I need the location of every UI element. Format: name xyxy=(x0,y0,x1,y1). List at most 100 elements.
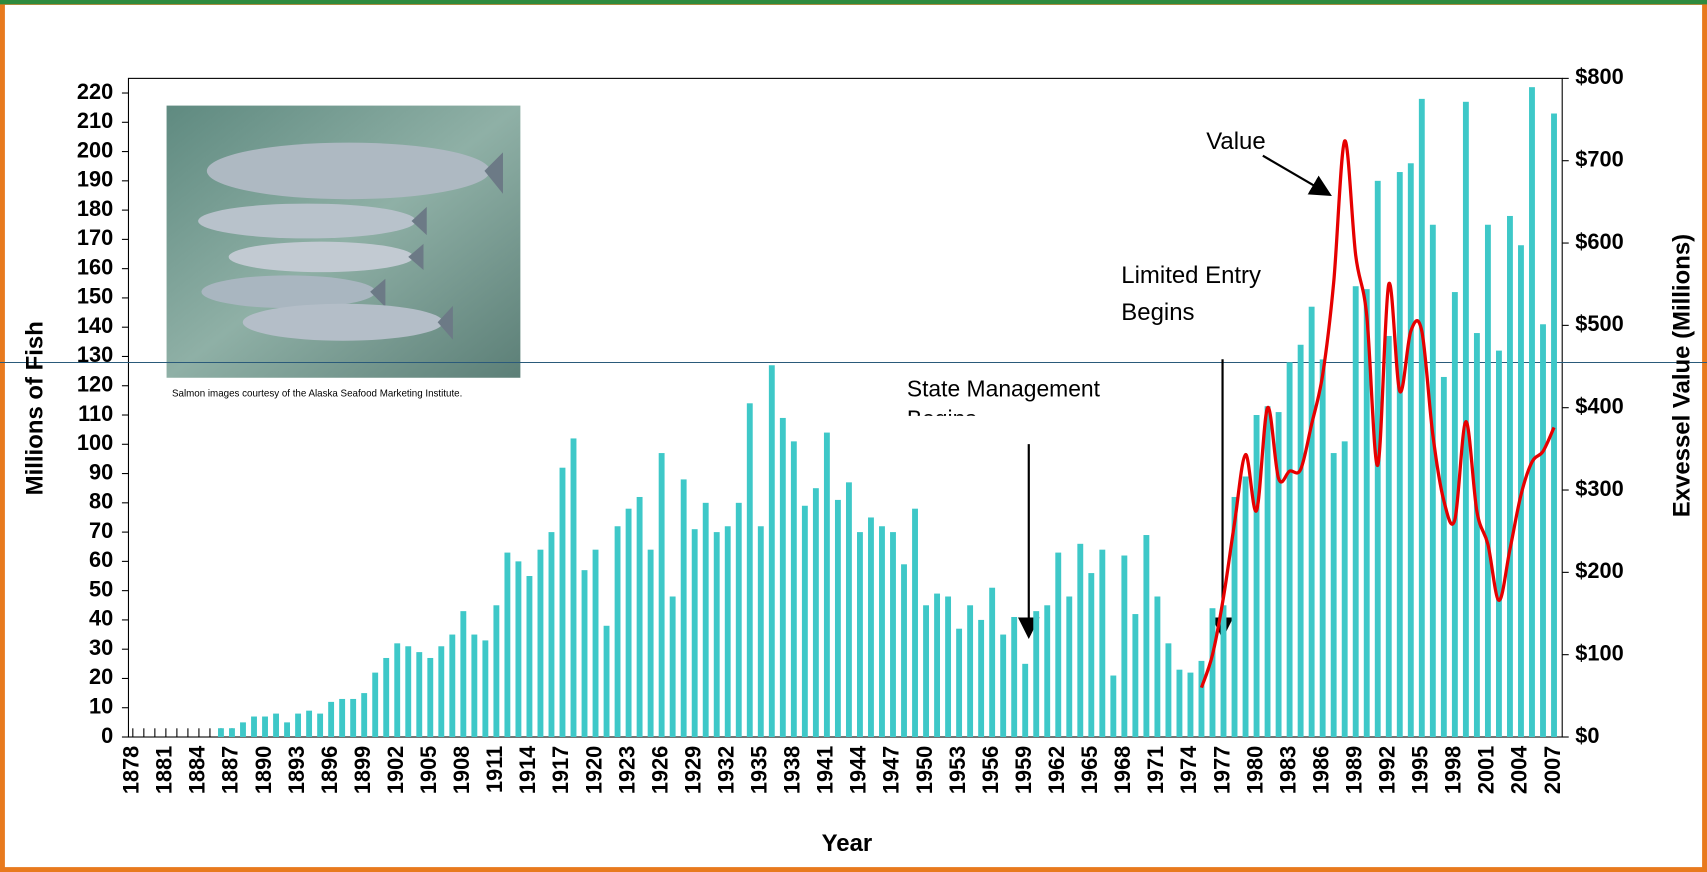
x-tick-label: 2001 xyxy=(1474,746,1499,794)
bar xyxy=(570,438,577,738)
bar xyxy=(1308,306,1315,738)
bar xyxy=(1341,441,1348,738)
bar xyxy=(1551,113,1557,738)
bar xyxy=(1286,362,1293,738)
bar xyxy=(1484,224,1491,738)
annotation: Begins xyxy=(1121,299,1194,326)
bar xyxy=(1385,335,1392,738)
bar xyxy=(1044,605,1051,738)
x-tick-label: 1878 xyxy=(119,746,144,794)
bar xyxy=(1132,614,1139,738)
bar xyxy=(229,728,235,738)
bar xyxy=(1198,660,1205,738)
bar xyxy=(427,657,434,738)
x-tick-label: 1923 xyxy=(614,746,639,794)
bar xyxy=(537,549,544,738)
x-tick-label: 1920 xyxy=(581,746,606,794)
bar xyxy=(317,713,324,738)
x-tick-label: 1971 xyxy=(1143,746,1168,794)
bar xyxy=(284,722,290,738)
y2-tick-label: $100 xyxy=(1575,640,1623,665)
y2-tick-label: $200 xyxy=(1575,558,1623,583)
bar xyxy=(1440,376,1447,738)
x-tick-label: 1962 xyxy=(1044,746,1069,794)
x-tick-label: 1902 xyxy=(383,746,408,794)
y-tick-label: 110 xyxy=(78,401,113,426)
x-tick-label: 1917 xyxy=(548,746,573,794)
y-tick-label: 220 xyxy=(77,79,113,104)
x-tick-label: 1974 xyxy=(1176,746,1201,794)
bar xyxy=(647,549,654,738)
bar xyxy=(1154,596,1161,738)
y-tick-label: 130 xyxy=(77,342,113,367)
y2-tick-label: $400 xyxy=(1575,393,1623,418)
bar xyxy=(890,532,896,738)
x-tick-label: 1983 xyxy=(1275,746,1300,794)
bar xyxy=(581,570,588,738)
bar xyxy=(416,652,423,738)
bar xyxy=(978,619,985,738)
x-tick-label: 1992 xyxy=(1375,746,1400,794)
slide-top-strip xyxy=(0,0,1707,5)
y2-tick-label: $600 xyxy=(1575,229,1623,254)
x-tick-label: 1908 xyxy=(449,746,474,794)
annotation: Value xyxy=(1206,128,1265,155)
bar xyxy=(669,596,676,738)
y2-tick-label: $800 xyxy=(1575,64,1623,89)
bar xyxy=(1529,87,1535,738)
bar xyxy=(504,552,511,738)
x-tick-label: 1941 xyxy=(813,746,838,794)
bar xyxy=(1143,535,1150,738)
y2-tick-label: $300 xyxy=(1575,476,1623,501)
y-tick-label: 70 xyxy=(89,518,113,543)
x-tick-label: 2007 xyxy=(1540,746,1565,794)
bar xyxy=(1033,611,1040,738)
x-tick-label: 1959 xyxy=(1011,746,1036,794)
bar xyxy=(713,532,720,738)
bar xyxy=(680,479,687,738)
bar xyxy=(394,643,401,738)
bar xyxy=(923,605,929,738)
bar xyxy=(801,505,808,738)
bar xyxy=(956,628,963,738)
bar xyxy=(724,526,731,738)
bar xyxy=(1000,634,1007,738)
bar xyxy=(449,634,456,738)
photo xyxy=(166,105,521,378)
bar xyxy=(614,526,621,738)
x-tick-label: 1944 xyxy=(846,746,871,794)
bar xyxy=(868,517,874,738)
bar xyxy=(746,403,753,738)
x-tick-label: 1890 xyxy=(251,746,276,794)
bar xyxy=(339,698,346,738)
bar xyxy=(1396,172,1403,738)
y-tick-label: 150 xyxy=(77,284,113,309)
annotation: Limited Entry xyxy=(1121,262,1261,289)
bar xyxy=(1352,286,1359,738)
bar xyxy=(1209,608,1216,738)
y-tick-label: 40 xyxy=(89,606,113,631)
bar xyxy=(328,701,335,738)
x-tick-label: 1980 xyxy=(1242,746,1267,794)
bar xyxy=(1011,616,1018,738)
x-tick-label: 1914 xyxy=(515,746,540,794)
x-tick-label: 2004 xyxy=(1507,746,1532,794)
annotation-arrow xyxy=(1262,154,1332,196)
bar xyxy=(515,561,522,738)
x-tick-label: 1935 xyxy=(747,746,772,794)
bar xyxy=(405,646,412,738)
bar xyxy=(1242,476,1249,738)
bar xyxy=(1066,596,1073,738)
y-tick-label: 20 xyxy=(89,664,113,689)
x-tick-label: 1905 xyxy=(416,746,441,794)
bar xyxy=(702,502,709,738)
marks: 0 10 20 30 40 50 60 70 80 90 100 110 120 130 140 150 160… xyxy=(77,64,1624,794)
bar xyxy=(548,532,555,738)
bar xyxy=(967,605,974,738)
photo-credit: Salmon images courtesy of the Alaska Sea… xyxy=(172,388,462,399)
bar xyxy=(823,432,830,738)
bar xyxy=(471,634,478,738)
bar xyxy=(273,713,279,738)
x-tick-label: 1929 xyxy=(680,746,705,794)
bar xyxy=(1220,605,1227,738)
